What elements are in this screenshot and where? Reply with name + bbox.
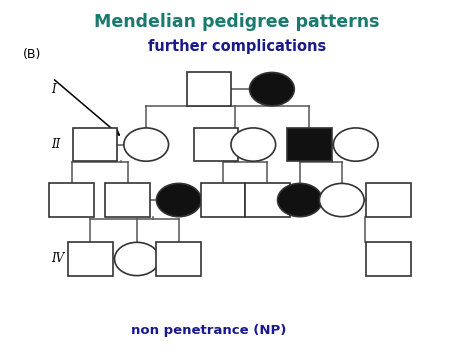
Bar	[156, 242, 201, 275]
Circle shape	[319, 184, 364, 217]
Bar	[201, 184, 246, 217]
Text: Mendelian pedigree patterns: Mendelian pedigree patterns	[94, 13, 380, 31]
Circle shape	[277, 184, 322, 217]
Bar	[245, 184, 290, 217]
Circle shape	[156, 184, 201, 217]
Text: non penetrance (NP): non penetrance (NP)	[131, 323, 287, 337]
Text: II: II	[51, 138, 60, 151]
Text: further complications: further complications	[148, 39, 326, 54]
Circle shape	[250, 72, 294, 106]
Text: I: I	[51, 83, 55, 95]
Bar	[49, 184, 94, 217]
Circle shape	[333, 128, 378, 161]
Bar	[287, 128, 331, 161]
Circle shape	[231, 128, 276, 161]
Text: IV: IV	[51, 252, 64, 266]
Text: III: III	[51, 193, 64, 207]
Circle shape	[124, 128, 169, 161]
Bar	[105, 184, 150, 217]
Bar	[73, 128, 118, 161]
Text: (B): (B)	[23, 48, 41, 61]
Bar	[366, 242, 410, 275]
Bar	[366, 184, 410, 217]
Bar	[194, 128, 238, 161]
Circle shape	[115, 242, 159, 275]
Bar	[187, 72, 231, 106]
Bar	[68, 242, 113, 275]
